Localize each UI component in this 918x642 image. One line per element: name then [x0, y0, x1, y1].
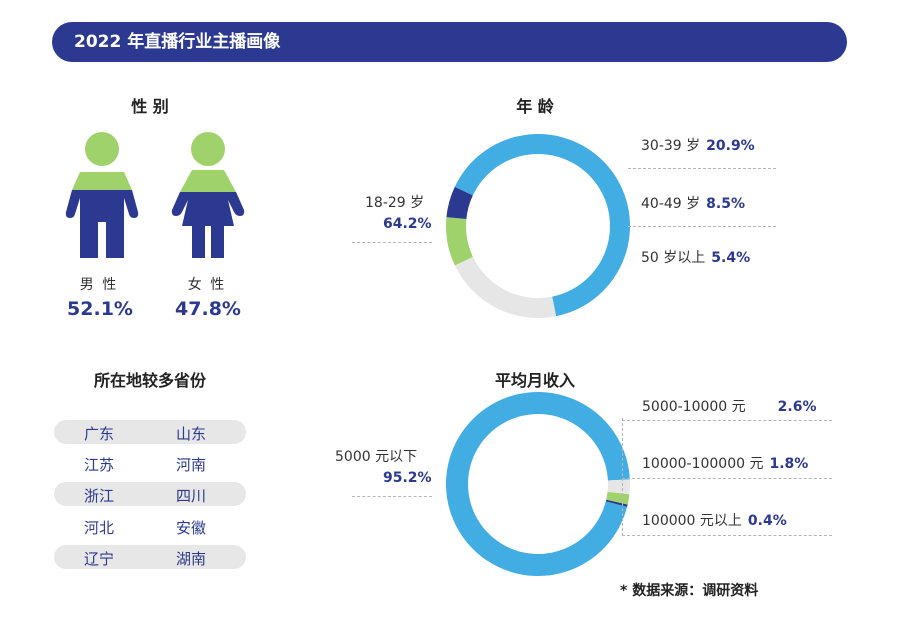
donut-slice-3 [606, 491, 630, 505]
age-leader-line [628, 168, 776, 169]
age-label-30-39: 30-39 岁 20.9% [641, 135, 755, 155]
income-label-5000-10000: 5000-10000 元 2.6% [642, 396, 817, 416]
age-label-40-49: 40-49 岁 8.5% [641, 193, 745, 213]
province-name: 辽宁 [84, 550, 115, 568]
province-name: 浙江 [84, 487, 115, 505]
female-figure-icon [171, 132, 245, 258]
province-name: 四川 [176, 487, 207, 505]
female-label: 女 性 [187, 277, 227, 293]
income-chart-title: 平均月收入 [494, 371, 575, 390]
income-cat-100000plus: 100000 元以上 [642, 513, 742, 529]
province-name: 山东 [176, 425, 207, 443]
province-row: 广东 山东 [54, 420, 246, 444]
age-cat-50plus: 50 岁以上 [641, 250, 706, 266]
income-leader-line [352, 496, 432, 497]
donut-slice-1 [445, 392, 630, 577]
age-pct-50plus: 5.4% [711, 250, 751, 266]
province-row: 浙江 四川 [54, 482, 246, 506]
income-cat-10000-100000: 10000-100000 元 [642, 456, 764, 472]
age-label-50plus: 50 岁以上 5.4% [641, 247, 750, 267]
province-name: 江苏 [84, 456, 115, 474]
age-pct-18-29: 64.2% [383, 216, 432, 232]
age-pct-40-49: 8.5% [706, 196, 745, 212]
age-leader-line [352, 242, 432, 243]
male-figure-icon [65, 132, 139, 258]
income-label-10000-100000: 10000-100000 元 1.8% [642, 453, 808, 473]
page-title-banner: 2022 年直播行业主播画像 [52, 22, 847, 62]
female-pct: 47.8% [175, 298, 241, 320]
province-row: 江苏 河南 [54, 451, 246, 475]
province-name: 河北 [84, 519, 115, 537]
province-name: 湖南 [176, 550, 207, 568]
age-label-18-29: 18-29 岁 [365, 195, 425, 211]
income-leader-line [622, 535, 832, 536]
age-cat-40-49: 40-49 岁 [641, 196, 701, 212]
age-pct-30-39: 20.9% [706, 138, 755, 154]
income-pct-under5000: 95.2% [383, 470, 432, 486]
province-name: 安徽 [176, 519, 207, 537]
income-cat-5000-10000: 5000-10000 元 [642, 399, 746, 415]
age-chart-title: 年 龄 [516, 97, 554, 116]
age-cat-30-39: 30-39 岁 [641, 138, 701, 154]
income-pct-100000plus: 0.4% [747, 513, 787, 529]
donut-slice-4 [446, 186, 473, 220]
donut-slice-2 [454, 256, 557, 318]
income-leader-vline [622, 418, 623, 536]
income-label-100000plus: 100000 元以上 0.4% [642, 510, 787, 530]
donut-slice-2 [607, 479, 630, 495]
income-leader-line [622, 420, 832, 421]
donut-slice-3 [446, 217, 473, 266]
income-label-under5000: 5000 元以下 [335, 449, 418, 465]
income-leader-line [622, 478, 832, 479]
gender-title: 性 别 [131, 97, 169, 116]
provinces-title: 所在地较多省份 [93, 371, 206, 390]
province-name: 广东 [84, 425, 115, 443]
province-row: 辽宁 湖南 [54, 545, 246, 569]
male-label: 男 性 [79, 277, 119, 293]
data-source-note: * 数据来源：调研资料 [620, 583, 759, 599]
province-row: 河北 安徽 [54, 514, 246, 538]
age-leader-line [628, 226, 776, 227]
province-name: 河南 [176, 456, 207, 474]
income-pct-5000-10000: 2.6% [777, 399, 817, 415]
male-pct: 52.1% [67, 298, 133, 320]
income-pct-10000-100000: 1.8% [769, 456, 809, 472]
